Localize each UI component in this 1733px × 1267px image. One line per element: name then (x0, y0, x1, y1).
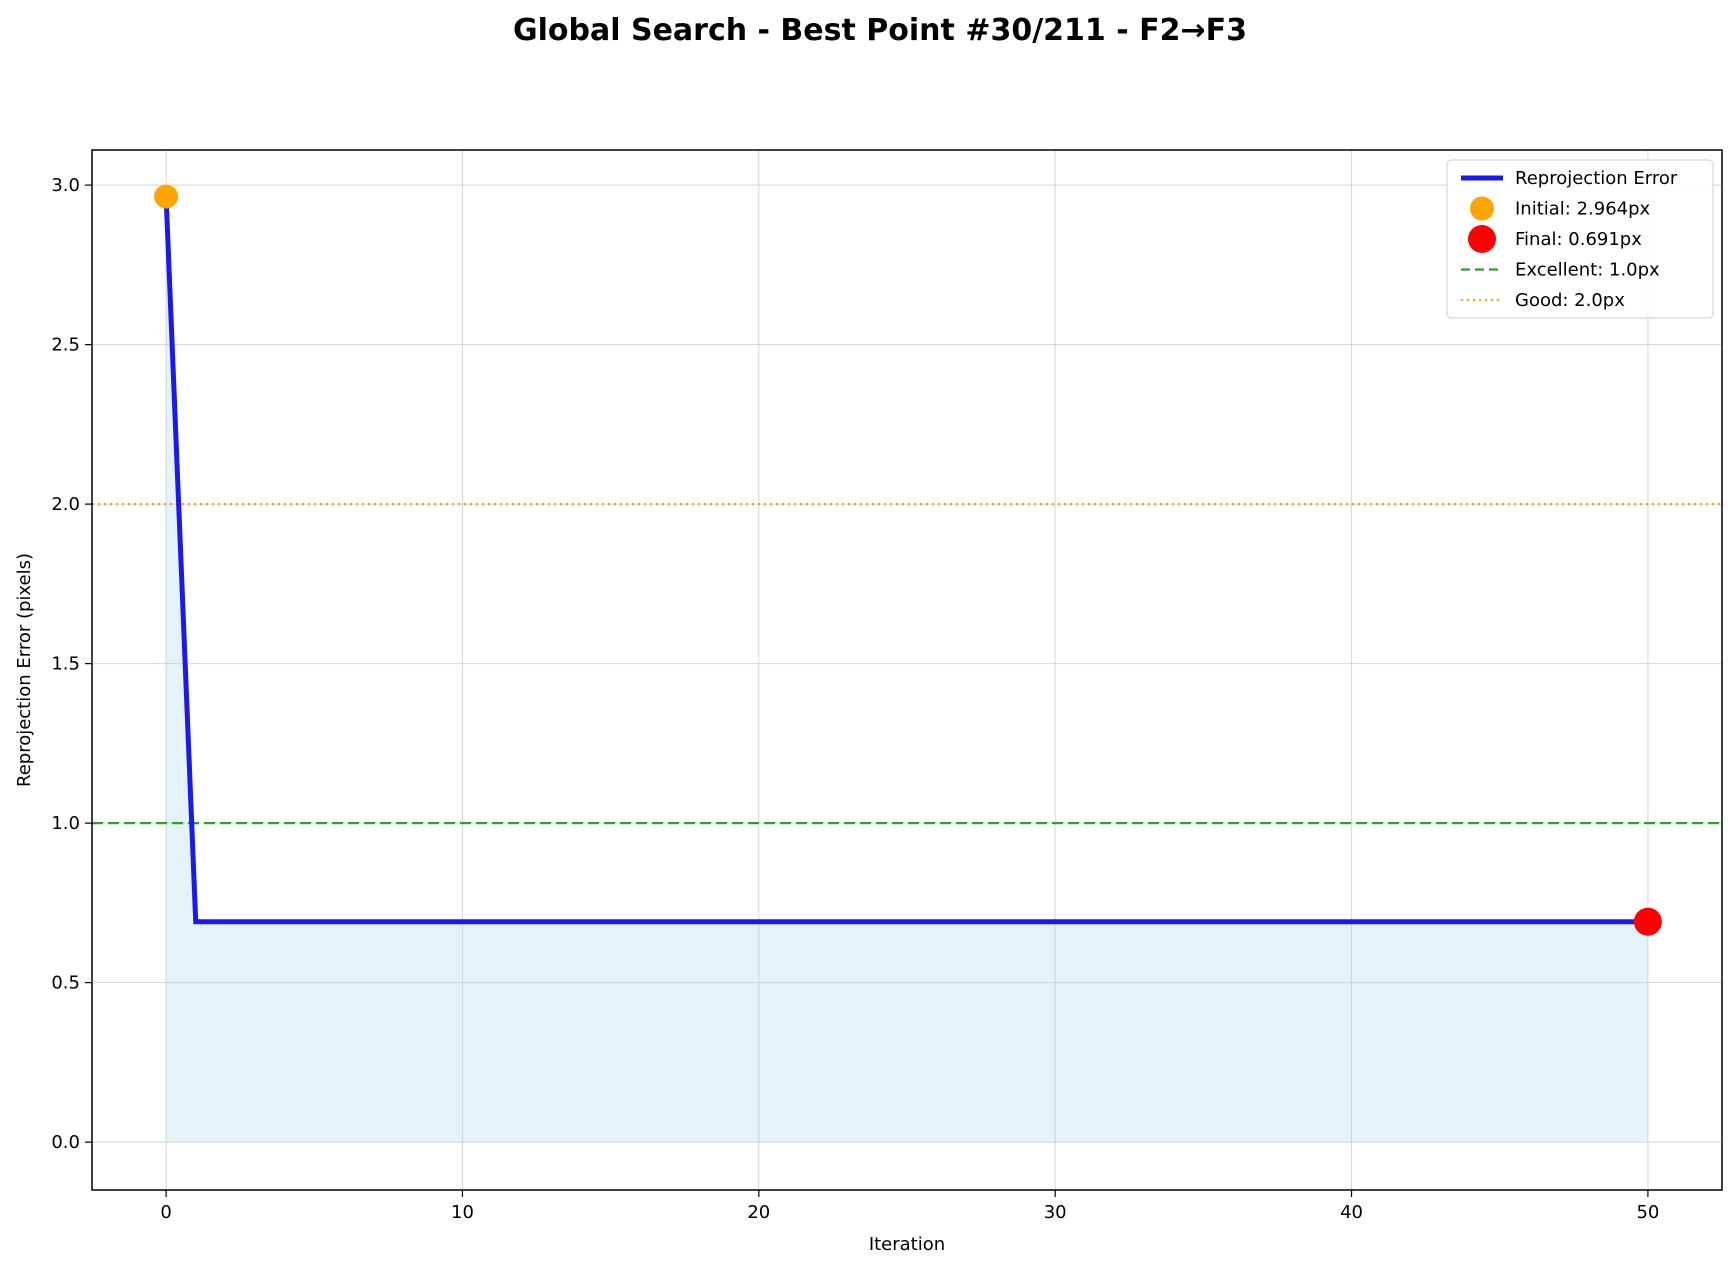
legend-label: Good: 2.0px (1515, 290, 1625, 311)
x-axis: 0 10 20 30 40 50 (160, 1190, 1659, 1223)
final-marker (1633, 907, 1662, 936)
x-tick-label: 40 (1340, 1202, 1363, 1223)
x-tick-label: 10 (451, 1202, 474, 1223)
grid-layer (92, 150, 1722, 1190)
legend-box (1446, 159, 1714, 319)
legend-label: Initial: 2.964px (1515, 199, 1651, 220)
legend-label: Excellent: 1.0px (1515, 260, 1660, 281)
y-tick-label: 3.0 (51, 175, 80, 196)
x-tick-label: 0 (160, 1202, 171, 1223)
series-line-reprojection-error (163, 196, 1648, 925)
x-tick-label: 30 (1044, 1202, 1067, 1223)
legend-handle-marker (1468, 225, 1496, 253)
reference-lines (92, 503, 1722, 825)
fill-layer (166, 196, 1648, 1143)
y-tick-label: 1.0 (51, 813, 80, 834)
y-tick-label: 1.5 (51, 654, 80, 675)
chart-title: Global Search - Best Point #30/211 - F2→… (513, 13, 1247, 48)
initial-marker (154, 184, 179, 209)
y-tick-label: 2.0 (51, 494, 80, 515)
series-layer (163, 196, 1648, 925)
x-tick-label: 20 (747, 1202, 770, 1223)
legend: Reprojection Error Initial: 2.964px Final:… (1446, 159, 1714, 319)
plot-frame (91, 149, 1723, 1191)
marker-layer (154, 184, 1662, 936)
y-tick-label: 0.5 (51, 973, 80, 994)
error-area-fill (166, 196, 1648, 1143)
legend-handle-marker (1470, 196, 1494, 221)
y-tick-label: 0.0 (51, 1132, 80, 1153)
y-axis: 0.0 0.5 1.0 1.5 2.0 2.5 3.0 (51, 175, 92, 1153)
legend-label: Reprojection Error (1515, 168, 1678, 189)
y-axis-label: Reprojection Error (pixels) (14, 553, 35, 787)
legend-label: Final: 0.691px (1515, 229, 1642, 250)
x-tick-label: 50 (1636, 1202, 1659, 1223)
y-tick-label: 2.5 (51, 335, 80, 356)
x-axis-label: Iteration (869, 1234, 945, 1255)
